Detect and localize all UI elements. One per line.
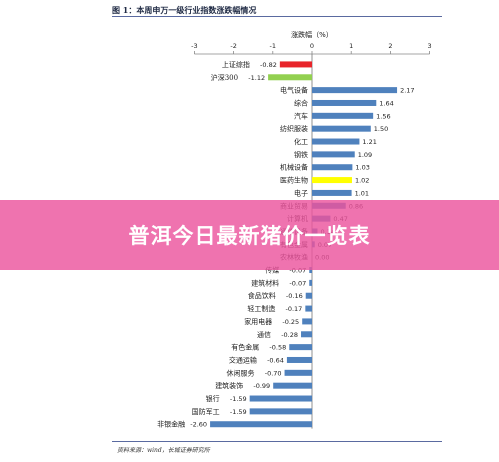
bar [289,344,312,351]
value-label: -1.59 [230,408,247,416]
bars: 上证综指 -0.82 沪深300 -1.12 电气设备 2.17 综合 1.64 汽车 1.56 纺… [157,60,414,429]
category-label: 国防军工 [192,407,220,416]
bar [312,164,353,171]
title-banner: 普洱今日最新猪价一览表 [0,200,499,270]
bar [312,87,398,94]
value-label: 1.02 [355,177,369,185]
value-label: 1.64 [379,99,393,107]
x-tick-label: 3 [428,42,432,50]
category-label: 纺织服装 [280,124,308,133]
value-label: -2.60 [190,421,207,429]
x-tick-label: 0 [310,42,314,50]
value-label: -1.59 [230,395,247,403]
value-label: 1.21 [362,138,376,146]
figure-title: 图 1：本周申万一级行业指数涨跌幅情况 [112,5,257,15]
value-label: -0.16 [286,292,303,300]
bar [312,151,355,158]
bar [249,395,312,402]
value-label: -0.28 [281,331,298,339]
x-tick-label: 1 [349,42,353,50]
value-label: 1.50 [374,125,388,133]
chart-title: 涨跌幅（%） [291,30,333,39]
category-label: 建筑装饰 [215,381,243,390]
category-label: 交通运输 [229,355,257,364]
category-label: 电子 [294,188,308,197]
value-label: 1.03 [355,164,369,172]
category-label: 银行 [206,394,220,403]
x-tick-label: 2 [388,42,392,50]
bar [279,61,312,68]
value-label: -0.82 [260,61,277,69]
x-tick-label: -1 [270,42,276,50]
category-label: 建筑材料 [251,278,279,287]
bar [312,177,352,184]
category-label: 非银金融 [157,420,185,429]
bar [249,408,312,415]
bar [286,356,312,363]
category-label: 电气设备 [280,86,308,95]
source-note: 资料来源：wind，长城证券研究所 [117,447,210,454]
source-rule [112,441,442,442]
bar [302,318,312,325]
category-label: 沪深300 [211,73,238,82]
category-label: 机械设备 [280,163,308,172]
value-label: -0.25 [282,318,299,326]
value-label: 2.17 [400,87,414,95]
value-label: -0.07 [289,267,306,275]
bar [273,382,312,389]
category-label: 化工 [294,137,308,146]
bar [305,305,312,312]
value-label: -0.99 [253,382,270,390]
category-label: 通信 [257,330,271,339]
bar [312,125,371,132]
category-label: 汽车 [294,111,308,120]
bar [268,74,312,81]
bar [312,138,360,145]
category-label: 传媒 [265,266,279,275]
value-label: -0.64 [267,356,284,364]
category-label: 综合 [294,98,308,107]
x-tick-label: -3 [191,42,197,50]
category-label: 家用电器 [244,317,272,326]
bar [305,292,312,299]
banner-text: 普洱今日最新猪价一览表 [128,224,371,248]
value-label: 1.56 [376,112,390,120]
bar [312,99,377,106]
bar [309,279,312,286]
value-label: 1.09 [358,151,372,159]
value-label: -0.07 [289,279,306,287]
bar [301,331,312,338]
title-rule [112,16,442,17]
value-label: 1.01 [355,189,369,197]
bar [210,421,312,428]
bar [312,112,374,119]
bar [284,369,312,376]
category-label: 有色金属 [231,343,259,352]
bar [312,189,352,196]
bar [309,267,312,274]
value-label: -0.70 [265,369,282,377]
value-label: -0.58 [269,344,286,352]
category-label: 食品饮料 [248,291,276,300]
category-label: 休闲服务 [227,368,255,377]
value-label: -0.17 [286,305,303,313]
category-label: 钢铁 [294,150,308,159]
value-label: -1.12 [248,74,265,82]
category-label: 上证综指 [222,60,250,69]
category-label: 医药生物 [280,176,308,185]
category-label: 轻工制造 [247,304,275,313]
x-tick-label: -2 [230,42,236,50]
